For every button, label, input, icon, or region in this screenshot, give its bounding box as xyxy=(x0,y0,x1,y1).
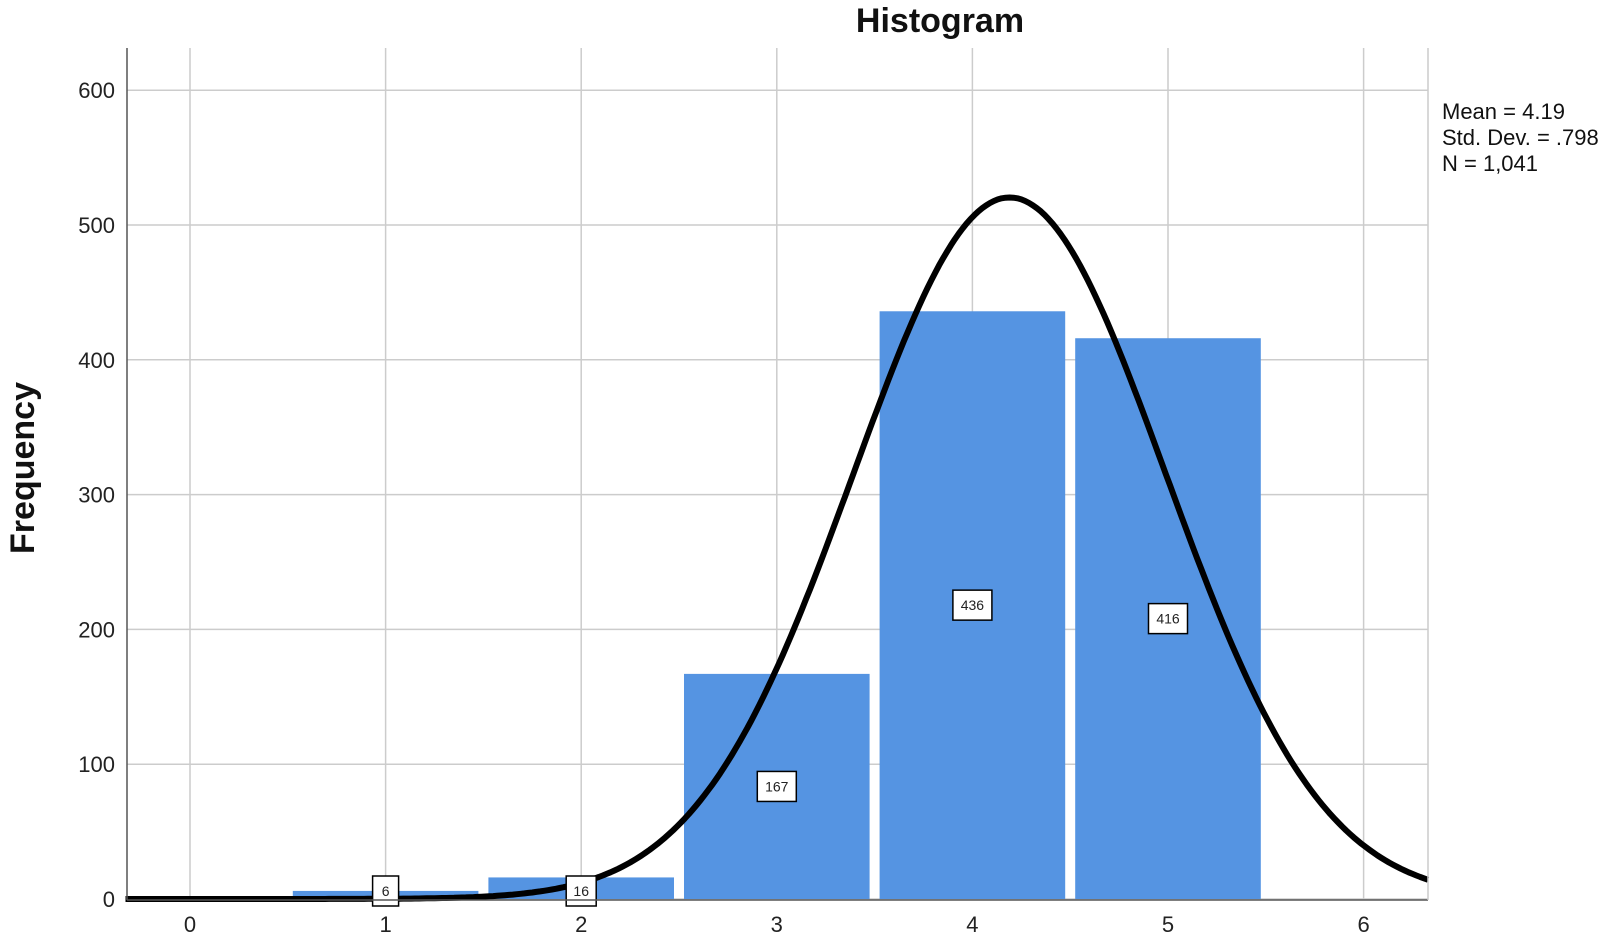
x-tick-label-4: 4 xyxy=(966,912,978,937)
y-tick-label-1: 100 xyxy=(78,752,115,777)
data-label-box-16 xyxy=(565,875,597,907)
x-tick-label-1: 1 xyxy=(379,912,391,937)
x-tick-label-6: 6 xyxy=(1357,912,1369,937)
data-labels: 6 16 167 436 416 xyxy=(371,589,1189,907)
normal-curve xyxy=(125,194,1430,902)
data-label-436: 436 xyxy=(961,597,985,613)
y-tick-label-4: 400 xyxy=(78,348,115,373)
data-label-6: 6 xyxy=(382,883,390,899)
axes: 0 100 200 300 400 500 600 0 1 2 3 4 5 6 xyxy=(78,48,1429,937)
y-tick-label-2: 200 xyxy=(78,617,115,642)
data-label-416: 416 xyxy=(1156,611,1180,627)
stat-n: N = 1,041 xyxy=(1442,151,1538,176)
data-label-box-167 xyxy=(756,770,798,803)
x-tick-label-3: 3 xyxy=(771,912,783,937)
x-tick-label-2: 2 xyxy=(575,912,587,937)
x-tick-label-5: 5 xyxy=(1162,912,1174,937)
data-label-box-6 xyxy=(371,875,400,907)
y-tick-label-3: 300 xyxy=(78,483,115,508)
y-tick-label-6: 600 xyxy=(78,78,115,103)
x-tick-label-0: 0 xyxy=(184,912,196,937)
y-axis-label: Frequency xyxy=(4,382,42,554)
data-label-box-436 xyxy=(952,589,993,621)
y-tick-label-5: 500 xyxy=(78,213,115,238)
data-label-167: 167 xyxy=(765,778,789,794)
data-label-box-416 xyxy=(1147,602,1189,635)
data-label-16: 16 xyxy=(573,883,589,899)
y-tick-label-0: 0 xyxy=(103,887,115,912)
chart-title: Histogram xyxy=(856,2,1024,40)
stats-legend: Mean = 4.19 Std. Dev. = .798 N = 1,041 xyxy=(1442,99,1599,176)
stat-std-dev: Std. Dev. = .798 xyxy=(1442,125,1599,150)
stat-mean: Mean = 4.19 xyxy=(1442,99,1565,124)
normal-curve-layer xyxy=(125,194,1430,902)
